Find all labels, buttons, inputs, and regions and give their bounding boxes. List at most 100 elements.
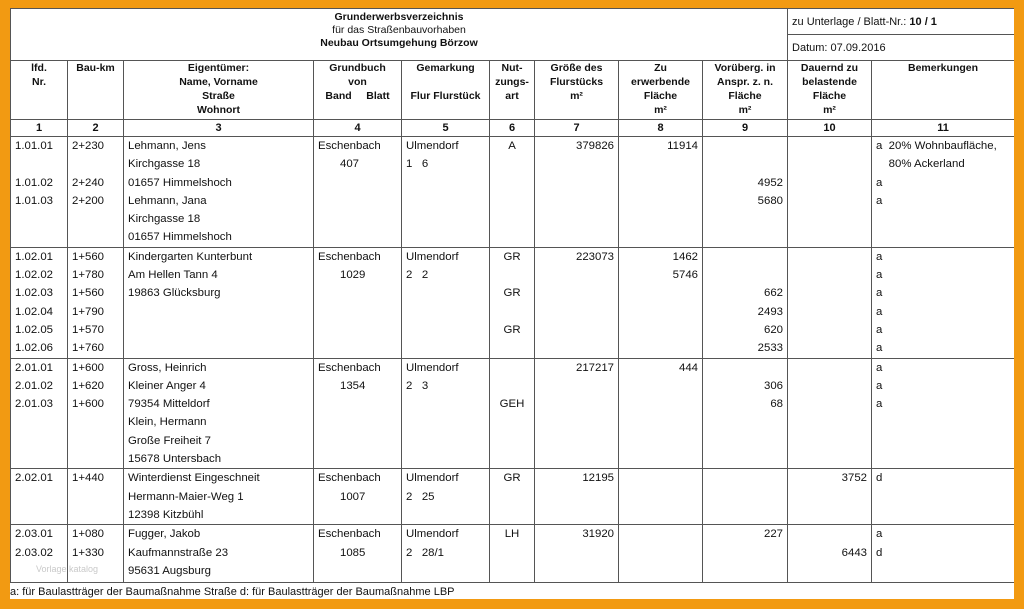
voruebergehend-line [703, 359, 783, 377]
erwerb-line: 5746 [672, 269, 698, 282]
grundbuch-line: Eschenbach [318, 140, 381, 152]
column-number: 4 [313, 119, 402, 137]
lfd-nr-line [15, 155, 67, 173]
eigentuemer-line: 01657 Himmelshoch [128, 231, 232, 244]
eigentuemer-line: 79354 Mitteldorf [128, 398, 210, 411]
voruebergehend-line: 2533 [757, 342, 784, 355]
colhead-line: zungs- [495, 76, 529, 88]
colhead-bemerkungen: Bemerkungen [871, 60, 1014, 120]
colhead-dauernd: Dauernd zu belastende Fläche m² [787, 60, 873, 120]
colhead-line: Nut- [501, 62, 523, 74]
colhead-line: art [505, 90, 519, 102]
bau-km-line: 1+440 [72, 472, 104, 485]
grundbuch-line: 1029 [340, 269, 366, 282]
colhead-zu-erwerbende: Zu erwerbende Fläche m² [618, 60, 703, 120]
gemarkung-line: 2 28/1 [406, 546, 444, 559]
bemerkung-line: d [876, 472, 883, 485]
watermark: Vorlage katalog [36, 564, 99, 574]
cell-lfd-nr: 2.03.01 2.03.02 [10, 524, 68, 584]
nutzungsart-line: GR [503, 250, 521, 263]
cell-dauernd [787, 246, 873, 359]
erwerb-line: 444 [678, 361, 698, 374]
colhead-line: Bemerkungen [908, 62, 979, 74]
cell-voruebergehend [701, 468, 789, 526]
bemerkung-line: a [876, 250, 883, 263]
cell-groesse: 12195 [534, 468, 619, 526]
gemarkung-line: 2 2 [406, 269, 429, 282]
gemarkung-line: Ulmendorf [406, 528, 459, 541]
cell-voruebergehend: 662 2493 620 2533 [701, 246, 789, 359]
colhead-line: m² [654, 104, 667, 116]
datum-cell: Datum: 07.09.2016 [787, 34, 1014, 61]
title-line-3: Neubau Ortsumgehung Börzow [320, 37, 478, 49]
eigentuemer-line: Lehmann, Jens [128, 140, 206, 152]
cell-eigentuemer: Kindergarten Kunterbunt Am Hellen Tann 4 1… [123, 246, 314, 359]
cell-erwerb: 444 [618, 357, 703, 470]
lfd-nr-line: 1.01.03 [15, 194, 54, 207]
gemarkung-line: 1 6 [406, 158, 429, 171]
cell-voruebergehend: 227 [701, 524, 789, 584]
voruebergehend-line: 68 [770, 398, 784, 411]
document-sheet: Grunderwerbsverzeichnis für das Straßenb… [10, 8, 1014, 599]
title-line-2: für das Straßenbauvorhaben [332, 24, 466, 36]
cell-dauernd: 6443 [787, 524, 873, 584]
erwerb-line: 11914 [667, 140, 698, 152]
nutzungsart-line [490, 359, 534, 377]
colhead-line: Name, Vorname [179, 76, 258, 88]
cell-erwerb [618, 468, 703, 526]
bau-km-line: 1+790 [72, 305, 104, 318]
bau-km-line: 1+570 [72, 323, 104, 336]
lfd-nr-line: 2.03.02 [15, 546, 54, 559]
cell-gemarkung: Ulmendorf 2 28/1 [401, 524, 490, 584]
colhead-line: Straße [202, 90, 235, 102]
grundbuch-line: Eschenbach [318, 528, 381, 541]
cell-grundbuch: Eschenbach 1354 [313, 357, 402, 470]
eigentuemer-line: Fugger, Jakob [128, 528, 201, 541]
unterlage-value: 10 / 1 [909, 15, 937, 28]
cell-gemarkung: Ulmendorf 1 6 [401, 136, 490, 248]
eigentuemer-line: 19863 Glücksburg [128, 287, 221, 300]
gemarkung-line: Ulmendorf [406, 472, 459, 485]
gemarkung-line: Ulmendorf [406, 250, 459, 263]
bemerkung-line: d [876, 546, 883, 559]
bau-km-line: 1+330 [72, 546, 104, 559]
bemerkung-line: a [876, 398, 883, 411]
grundbuch-line: 1007 [340, 490, 366, 503]
column-number: 8 [618, 119, 703, 137]
colhead-line: Flurstücks [549, 76, 604, 88]
colhead-lfd-nr: lfd. Nr. [10, 60, 68, 120]
table-row: 2.01.01 2.01.02 2.01.03 1+600 1+620 1+600 Gros… [10, 357, 1014, 470]
cell-eigentuemer: Winterdienst Eingeschneit Hermann-Maier-W… [123, 468, 314, 526]
bemerkung-line: a [876, 361, 883, 374]
nutzungsart-line: GEH [499, 398, 525, 411]
column-number: 3 [123, 119, 314, 137]
table-row: 2.03.01 2.03.02 1+080 1+330 Fugger, Jakob Kau… [10, 524, 1014, 584]
voruebergehend-line: 306 [764, 379, 784, 392]
nutzungsart-line: GR [503, 323, 521, 336]
table-row: 1.01.01 1.01.02 1.01.03 2+230 2+240 2+200 Lehm… [10, 136, 1014, 248]
colhead-line: Zu [654, 62, 667, 74]
bau-km-line: 1+780 [72, 269, 104, 282]
cell-bau-km: 1+080 1+330 [67, 524, 124, 584]
groesse-line: 217217 [575, 361, 614, 374]
colhead-line: m² [738, 104, 752, 116]
table-row: 1.02.01 1.02.02 1.02.03 1.02.04 1.02.05 1.02.… [10, 246, 1014, 359]
bau-km-line: 1+600 [72, 361, 104, 374]
colhead-line: Nr. [31, 76, 46, 88]
eigentuemer-line: Hermann-Maier-Weg 1 [128, 490, 244, 503]
bemerkung-line: a [876, 176, 883, 189]
bau-km-line: 1+600 [72, 398, 104, 411]
voruebergehend-line [703, 248, 783, 266]
cell-groesse: 217217 [534, 357, 619, 470]
cell-erwerb [618, 524, 703, 584]
grundbuch-line: Eschenbach [318, 361, 381, 374]
cell-bau-km: 1+440 [67, 468, 124, 526]
bemerkung-line: a [876, 194, 883, 207]
bau-km-line: 1+620 [72, 379, 104, 392]
dauernd-line: 3752 [841, 472, 868, 485]
cell-voruebergehend: 306 68 [701, 357, 789, 470]
bau-km-line: 1+560 [72, 250, 104, 263]
grundbuch-line: Eschenbach [318, 472, 381, 485]
